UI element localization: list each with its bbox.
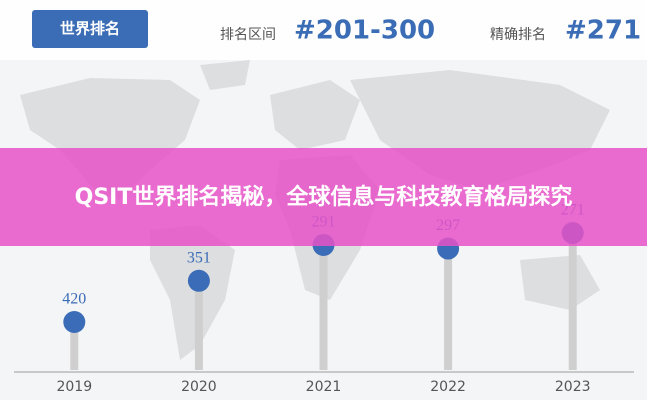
x-tick-label: 2022 xyxy=(430,379,466,395)
exact-label: 精确排名 xyxy=(490,27,546,43)
stem xyxy=(70,322,79,370)
banner-title: QSIT世界排名揭秘，全球信息与科技教育格局探究 xyxy=(74,184,573,210)
banner xyxy=(0,148,647,246)
stem xyxy=(319,244,328,370)
tab-button-label: 世界排名 xyxy=(60,20,120,38)
value-label: 351 xyxy=(187,249,211,266)
dot xyxy=(63,311,86,333)
value-label: 420 xyxy=(62,291,86,308)
x-tick-label: 2020 xyxy=(181,379,217,395)
stem xyxy=(444,248,453,370)
dot xyxy=(187,269,210,292)
range-value: #201-300 xyxy=(294,16,435,46)
banner-box: QSIT世界排名揭秘，全球信息与科技教育格局探究 xyxy=(74,184,573,210)
tab-button[interactable] xyxy=(32,10,148,48)
x-tick-label: 2021 xyxy=(306,379,342,395)
exact-value: #271 xyxy=(565,16,641,46)
x-tick-label: 2019 xyxy=(56,379,92,395)
stem xyxy=(568,233,577,370)
range-label: 排名区间 xyxy=(220,27,276,43)
stem xyxy=(194,280,203,370)
x-tick-label: 2023 xyxy=(555,379,591,395)
